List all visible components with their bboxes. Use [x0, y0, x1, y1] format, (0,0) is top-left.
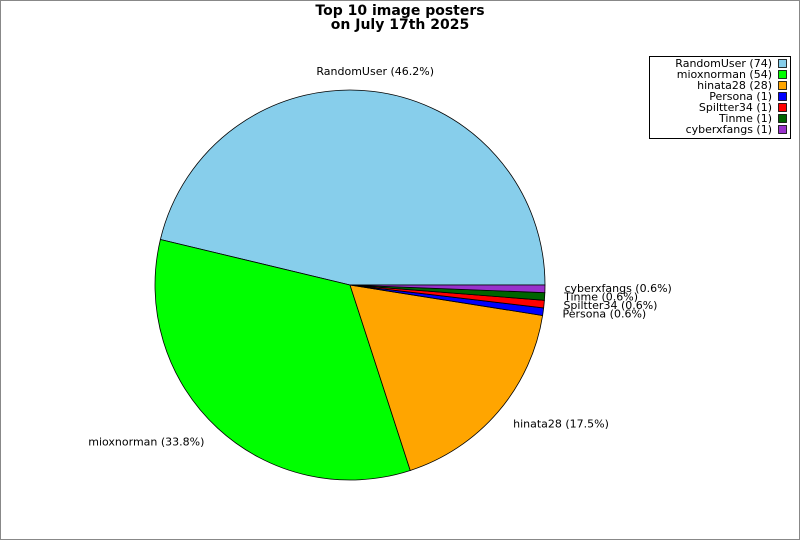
- slice-label: cyberxfangs (0.6%): [564, 282, 671, 295]
- legend-label: Spiltter34 (1): [699, 101, 772, 114]
- legend-swatch: [778, 114, 787, 123]
- pie-slice: [349, 284, 546, 294]
- legend-label: hinata28 (28): [697, 79, 772, 92]
- pie-slice: [154, 238, 411, 481]
- slice-label: mioxnorman (33.8%): [88, 436, 204, 449]
- legend-box: [649, 56, 791, 139]
- chart-subtitle: on July 17th 2025: [331, 17, 469, 33]
- legend-label: Persona (1): [709, 90, 772, 103]
- legend-label: cyberxfangs (1): [686, 123, 772, 136]
- chart-title: Top 10 image posters: [315, 3, 484, 19]
- slice-label: RandomUser (46.2%): [316, 65, 434, 78]
- legend-label: RandomUser (74): [675, 57, 772, 70]
- slice-label: hinata28 (17.5%): [513, 417, 609, 430]
- legend-swatch: [778, 59, 787, 68]
- legend-label: Tinme (1): [718, 112, 772, 125]
- slice-label: Persona (0.6%): [562, 307, 646, 320]
- legend-swatch: [778, 103, 787, 112]
- legend-swatch: [778, 125, 787, 134]
- slice-label: Spiltter34 (0.6%): [563, 299, 657, 312]
- pie-slice: [349, 284, 544, 471]
- slice-label: Tinme (0.6%): [563, 291, 638, 304]
- pie-slice: [159, 89, 546, 286]
- legend-swatch: [778, 81, 787, 90]
- legend-label: mioxnorman (54): [677, 68, 772, 81]
- legend-swatch: [778, 70, 787, 79]
- legend-swatch: [778, 92, 787, 101]
